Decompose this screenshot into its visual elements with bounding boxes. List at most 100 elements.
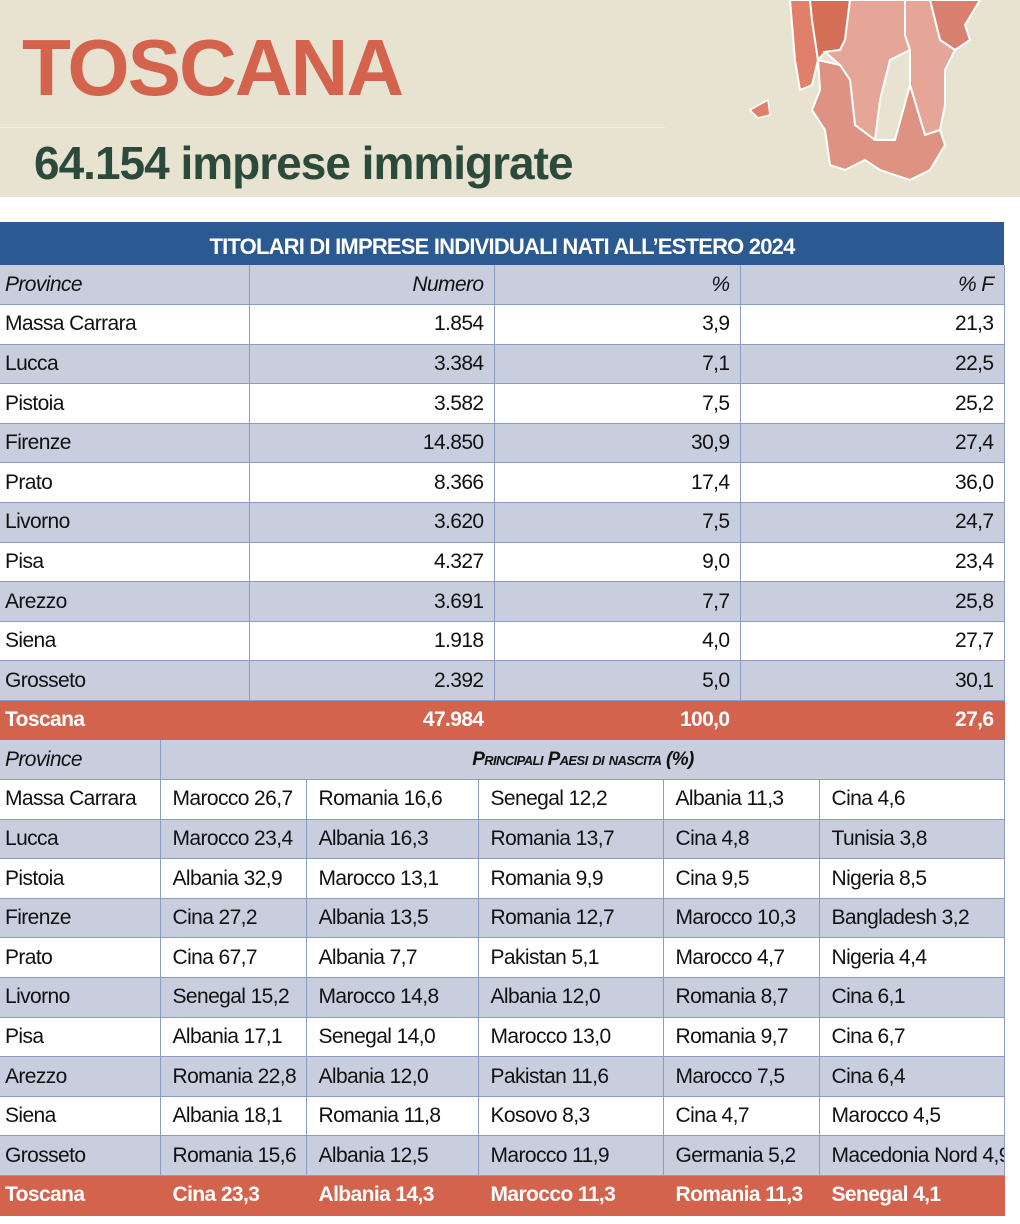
province-name: Arezzo (0, 1056, 161, 1097)
table-row: Grosseto 2.392 5,0 30,1 (0, 660, 1005, 702)
province-name: Grosseto (0, 660, 250, 702)
country-cell: Cina 6,4 (819, 1056, 1005, 1097)
column-header: % (494, 265, 741, 306)
country-cell: Cina 6,7 (819, 1017, 1005, 1058)
table-header-row: Province Principali Paesi di nascita (%) (0, 740, 1005, 781)
table-cell: 1.854 (249, 304, 495, 345)
province-name: Firenze (0, 423, 250, 464)
country-cell: Cina 27,2 (160, 898, 307, 939)
table-row: Massa Carrara 1.854 3,9 21,3 (0, 304, 1005, 345)
table-cell: 8.366 (249, 462, 495, 504)
country-cell: Marocco 11,9 (478, 1135, 664, 1177)
country-cell: Albania 13,5 (306, 898, 479, 939)
province-name: Pisa (0, 542, 250, 583)
table-row: Firenze Cina 27,2 Albania 13,5 Romania 12,7… (0, 898, 1005, 939)
table-cell: 3,9 (494, 304, 741, 345)
total-cell: 27,6 (740, 700, 1005, 741)
table-cell: 30,1 (740, 660, 1005, 702)
table-cell: 22,5 (740, 344, 1005, 385)
country-cell: Romania 22,8 (160, 1056, 307, 1097)
column-header: Province (0, 265, 250, 306)
table-row: Firenze 14.850 30,9 27,4 (0, 423, 1005, 464)
country-cell: Romania 11,8 (306, 1096, 479, 1137)
table-cell: 14.850 (249, 423, 495, 464)
table-cell: 21,3 (740, 304, 1005, 345)
table-cell: 23,4 (740, 542, 1005, 583)
table-row: Pisa Albania 17,1 Senegal 14,0 Marocco 13,0… (0, 1017, 1005, 1058)
country-cell: Kosovo 8,3 (478, 1096, 664, 1137)
country-cell: Albania 32,9 (160, 858, 307, 899)
table-row: Pisa 4.327 9,0 23,4 (0, 542, 1005, 583)
table-cell: 25,8 (740, 581, 1005, 622)
countries-table: Province Principali Paesi di nascita (%) M… (0, 740, 1005, 1216)
province-name: Firenze (0, 898, 161, 939)
country-cell: Senegal 14,0 (306, 1017, 479, 1058)
country-cell: Pakistan 5,1 (478, 937, 664, 979)
country-cell: Marocco 13,0 (478, 1017, 664, 1058)
country-cell: Albania 11,3 (663, 779, 820, 820)
table-cell: 3.691 (249, 581, 495, 622)
country-cell: Albania 7,7 (306, 937, 479, 979)
province-name: Grosseto (0, 1135, 161, 1177)
province-name: Livorno (0, 502, 250, 543)
table-row: Grosseto Romania 15,6 Albania 12,5 Marocco … (0, 1135, 1005, 1177)
table-cell: 36,0 (740, 462, 1005, 504)
page-title: TOSCANA (22, 23, 404, 112)
country-cell: Romania 15,6 (160, 1135, 307, 1177)
country-cell: Marocco 7,5 (663, 1056, 820, 1097)
table-cell: 9,0 (494, 542, 741, 583)
country-cell: Albania 18,1 (160, 1096, 307, 1137)
country-cell: Marocco 13,1 (306, 858, 479, 899)
country-cell: Romania 12,7 (478, 898, 664, 939)
table-cell: 3.620 (249, 502, 495, 543)
total-cell: Toscana (0, 1175, 161, 1216)
table-row: Prato 8.366 17,4 36,0 (0, 462, 1005, 504)
province-name: Pistoia (0, 858, 161, 899)
table-cell: 30,9 (494, 423, 741, 464)
province-name: Arezzo (0, 581, 250, 622)
table-cell: 7,5 (494, 502, 741, 543)
table-row: Siena 1.918 4,0 27,7 (0, 621, 1005, 662)
province-name: Siena (0, 621, 250, 662)
table1-title: TITOLARI DI IMPRESE INDIVIDUALI NATI ALL… (0, 222, 1004, 265)
country-cell: Cina 67,7 (160, 937, 307, 979)
country-cell: Germania 5,2 (663, 1135, 820, 1177)
table-row: Livorno Senegal 15,2 Marocco 14,8 Albania 1… (0, 977, 1005, 1018)
total-row: Toscana 47.984 100,0 27,6 (0, 700, 1005, 741)
page-subtitle: 64.154 imprese immigrate (34, 137, 574, 189)
country-cell: Cina 9,5 (663, 858, 820, 899)
country-cell: Romania 13,7 (478, 819, 664, 860)
table-row: Pistoia 3.582 7,5 25,2 (0, 383, 1005, 424)
header: TOSCANA 64.154 imprese immigrate (0, 0, 1020, 197)
table-cell: 27,7 (740, 621, 1005, 662)
total-cell: Romania 11,3 (663, 1175, 820, 1216)
divider (0, 127, 665, 128)
country-cell: Romania 9,9 (478, 858, 664, 899)
province-name: Pisa (0, 1017, 161, 1058)
country-cell: Marocco 23,4 (160, 819, 307, 860)
country-cell: Macedonia Nord 4,9 (819, 1135, 1005, 1177)
country-cell: Pakistan 11,6 (478, 1056, 664, 1097)
total-cell: Cina 23,3 (160, 1175, 307, 1216)
country-cell: Senegal 15,2 (160, 977, 307, 1018)
table-cell: 27,4 (740, 423, 1005, 464)
table-cell: 25,2 (740, 383, 1005, 424)
province-name: Prato (0, 937, 161, 979)
total-row: Toscana Cina 23,3 Albania 14,3 Marocco 11,3… (0, 1175, 1005, 1216)
table-cell: 4,0 (494, 621, 741, 662)
country-cell: Marocco 4,7 (663, 937, 820, 979)
table-row: Lucca 3.384 7,1 22,5 (0, 344, 1005, 385)
country-cell: Marocco 14,8 (306, 977, 479, 1018)
province-name: Pistoia (0, 383, 250, 424)
country-cell: Romania 16,6 (306, 779, 479, 820)
table-header-row: Province Numero%% F (0, 265, 1005, 306)
table-row: Arezzo 3.691 7,7 25,8 (0, 581, 1005, 622)
table-row: Arezzo Romania 22,8 Albania 12,0 Pakistan 1… (0, 1056, 1005, 1097)
province-name: Lucca (0, 344, 250, 385)
country-cell: Albania 12,5 (306, 1135, 479, 1177)
country-cell: Cina 6,1 (819, 977, 1005, 1018)
total-cell: Albania 14,3 (306, 1175, 479, 1216)
table-cell: 7,7 (494, 581, 741, 622)
table-row: Prato Cina 67,7 Albania 7,7 Pakistan 5,1 Mar… (0, 937, 1005, 979)
country-cell: Romania 9,7 (663, 1017, 820, 1058)
